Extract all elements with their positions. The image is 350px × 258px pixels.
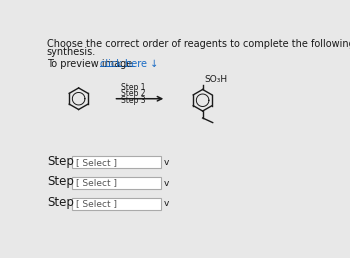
Text: v: v: [164, 199, 169, 208]
Text: Step: Step: [48, 155, 75, 168]
Text: Step 1: Step 1: [121, 83, 146, 92]
Text: Step 2: Step 2: [121, 90, 146, 99]
Text: synthesis.: synthesis.: [47, 47, 96, 57]
Text: v: v: [164, 158, 169, 167]
Text: Step: Step: [48, 175, 75, 188]
Text: Choose the correct order of reagents to complete the following: Choose the correct order of reagents to …: [47, 39, 350, 49]
Text: [ Select ]: [ Select ]: [76, 179, 117, 188]
Text: To preview image: To preview image: [47, 59, 135, 69]
Text: Step 3: Step 3: [121, 96, 146, 105]
Text: Step: Step: [48, 196, 75, 209]
Text: [ Select ]: [ Select ]: [76, 199, 117, 208]
Bar: [72, 177, 161, 189]
Bar: [72, 198, 161, 209]
Text: [ Select ]: [ Select ]: [76, 158, 117, 167]
Text: SO₃H: SO₃H: [204, 75, 227, 84]
Text: click here ↓: click here ↓: [100, 59, 159, 69]
Text: v: v: [164, 179, 169, 188]
Bar: [72, 156, 161, 168]
